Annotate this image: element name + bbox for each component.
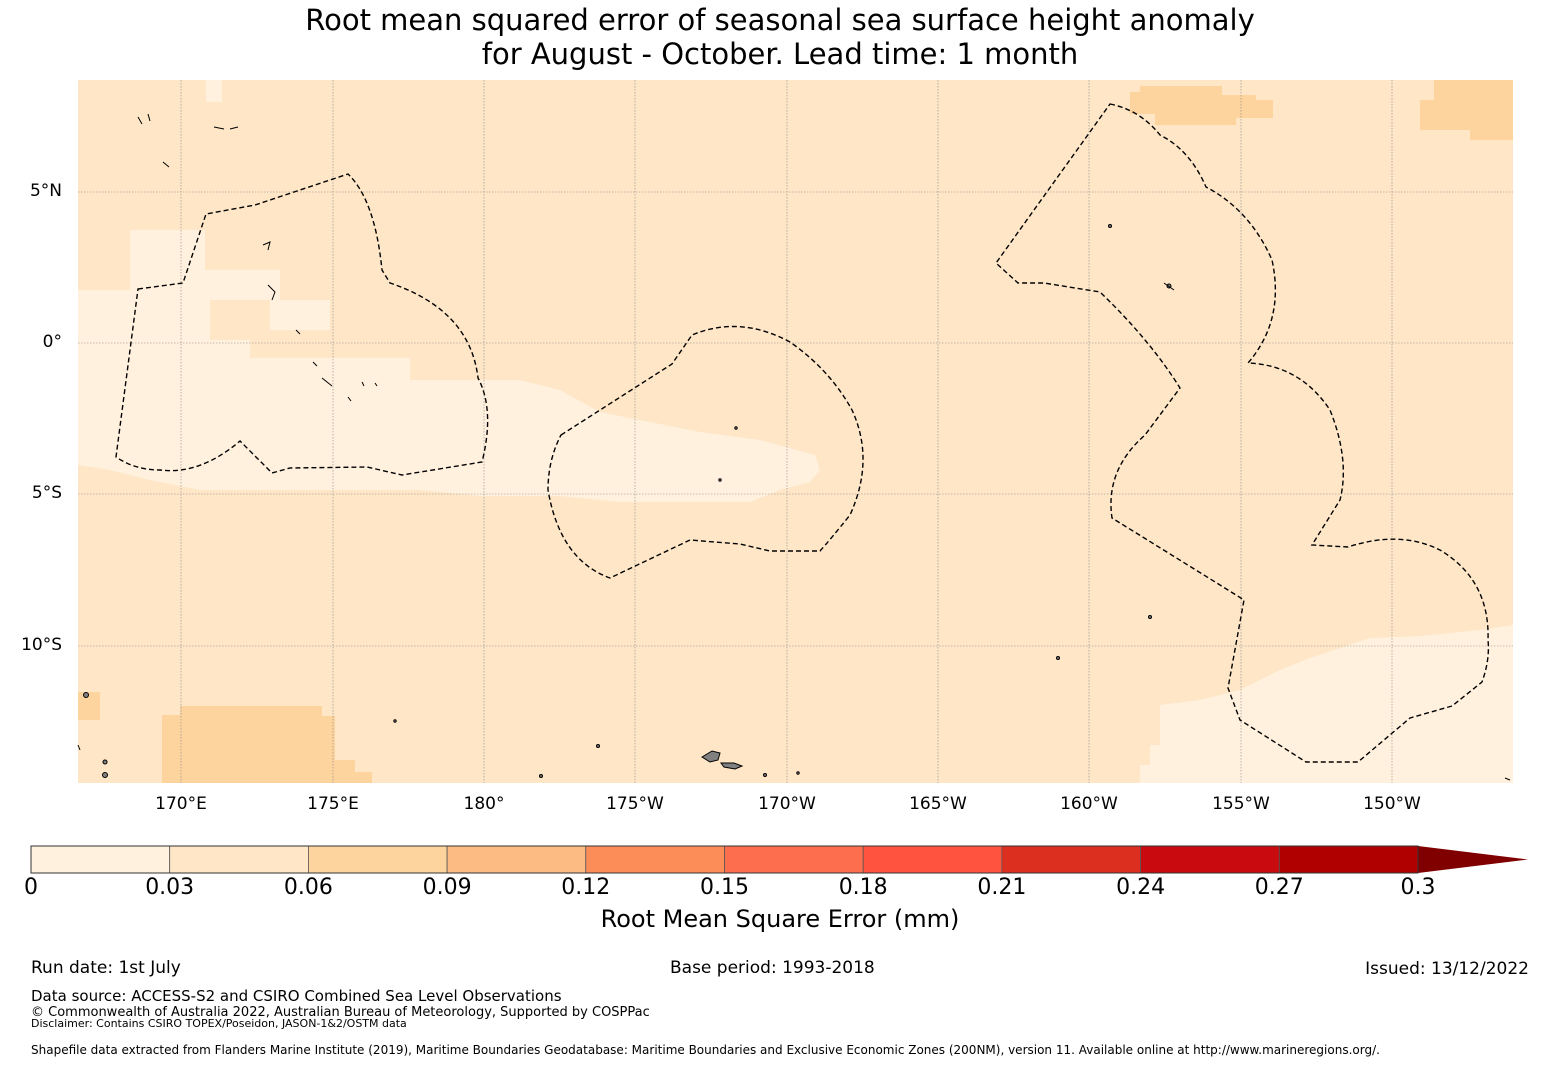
shapefile-credit: Shapefile data extracted from Flanders M… (31, 1043, 1380, 1057)
island-2 (102, 772, 108, 778)
title-line-2: for August - October. Lead time: 1 month (481, 37, 1079, 71)
mid-error-region-west-edge (78, 692, 100, 720)
low-error-patch-small (206, 80, 222, 102)
mid-error-region-southwest (162, 706, 372, 783)
atoll-10 (162, 161, 170, 168)
colorbar-frame (30, 845, 1419, 874)
island-9 (718, 478, 722, 482)
atoll-6 (312, 361, 318, 367)
colorbar-segment (585, 845, 725, 874)
eez-tuvalu-kiribati-west (115, 173, 489, 476)
colorbar-segment (446, 845, 587, 874)
island-7 (1148, 615, 1152, 619)
colorbar-tick-label: 0.12 (561, 875, 611, 900)
mid-error-region-north-1 (1130, 86, 1273, 125)
lon-label-175w: 175°W (606, 794, 664, 814)
atoll-1 (213, 126, 225, 130)
atoll-7 (321, 377, 333, 387)
colorbar-segment (724, 845, 864, 874)
base-period: Base period: 1993-2018 (670, 958, 875, 978)
colorbar-segment (30, 845, 171, 874)
colorbar-tick-label: 0.03 (145, 875, 195, 900)
atoll-8 (137, 116, 143, 125)
island-10 (596, 744, 600, 748)
atoll-16 (1504, 777, 1511, 781)
colorbar-segment (1278, 845, 1419, 874)
colorbar (30, 845, 1528, 874)
mid-error-region-north-2 (1420, 80, 1513, 140)
low-error-region-west (78, 230, 820, 502)
lon-label-155w: 155°W (1212, 794, 1270, 814)
atoll-14 (1163, 282, 1175, 291)
island-8 (734, 426, 738, 430)
run-date: Run date: 1st July (31, 958, 181, 978)
issued-date: Issued: 13/12/2022 (1365, 959, 1529, 979)
colorbar-tick-label: 0.21 (977, 875, 1027, 900)
colorbar-segment (1140, 845, 1280, 874)
island-12 (763, 773, 767, 777)
island-3 (102, 759, 108, 765)
island-14 (393, 719, 397, 723)
atoll-2 (229, 126, 239, 130)
colorbar-tick-label: 0.18 (838, 875, 888, 900)
lat-label-5n: 5°N (29, 181, 62, 201)
colorbar-tick-label: 0.15 (700, 875, 749, 900)
colorbar-segment (307, 845, 448, 874)
data-source: Data source: ACCESS-S2 and CSIRO Combine… (31, 987, 562, 1005)
eez-boundaries (115, 103, 1490, 763)
lon-label-180: 180° (463, 794, 505, 814)
lat-label-10s: 10°S (21, 635, 62, 655)
gridlines (78, 80, 1513, 783)
lon-label-170e: 170°E (155, 794, 207, 814)
atoll-13 (374, 382, 378, 387)
lon-label-150w: 150°W (1363, 794, 1421, 814)
disclaimer: Disclaimer: Contains CSIRO TOPEX/Poseido… (31, 1017, 407, 1030)
lon-label-175e: 175°E (307, 794, 359, 814)
colorbar-extend-arrow (1418, 846, 1528, 873)
eez-line-islands (995, 103, 1490, 763)
island-13 (796, 771, 800, 775)
island-samoa-2 (720, 762, 744, 770)
lon-label-160w: 160°W (1060, 794, 1118, 814)
atoll-4 (267, 284, 276, 301)
island-1 (83, 692, 89, 698)
colorbar-label: Root Mean Square Error (mm) (600, 905, 960, 933)
eez-tokelau (547, 325, 864, 579)
island-samoa-1 (701, 750, 721, 763)
colorbar-segment (169, 845, 309, 874)
atoll-15 (77, 744, 81, 751)
colorbar-segment (1001, 845, 1142, 874)
lat-label-0: 0° (42, 332, 62, 352)
lat-label-5s: 5°S (31, 483, 62, 503)
atoll-5 (295, 329, 301, 335)
island-11 (539, 774, 543, 778)
island-5 (1108, 224, 1112, 228)
atoll-11 (347, 396, 352, 402)
islands (83, 224, 1172, 778)
colorbar-tick-label: 0.3 (1400, 875, 1436, 900)
island-6 (1056, 656, 1060, 660)
atolls (77, 113, 1511, 781)
colorbar-tick-label: 0.27 (1254, 875, 1304, 900)
colorbar-tick-label: 0.09 (422, 875, 472, 900)
copyright: © Commonwealth of Australia 2022, Austra… (31, 1005, 650, 1020)
atoll-9 (147, 113, 151, 122)
lon-label-165w: 165°W (909, 794, 967, 814)
colorbar-tick-label: 0.24 (1116, 875, 1166, 900)
colorbar-segment (862, 845, 1003, 874)
atoll-12 (361, 381, 365, 387)
title-line-1: Root mean squared error of seasonal sea … (305, 3, 1255, 37)
colorbar-tick-label: 0.06 (283, 875, 333, 900)
atoll-3 (262, 241, 271, 251)
colorbar-tick-label: 0 (24, 875, 38, 900)
lon-label-170w: 170°W (758, 794, 816, 814)
low-error-region-southeast (1140, 625, 1513, 783)
